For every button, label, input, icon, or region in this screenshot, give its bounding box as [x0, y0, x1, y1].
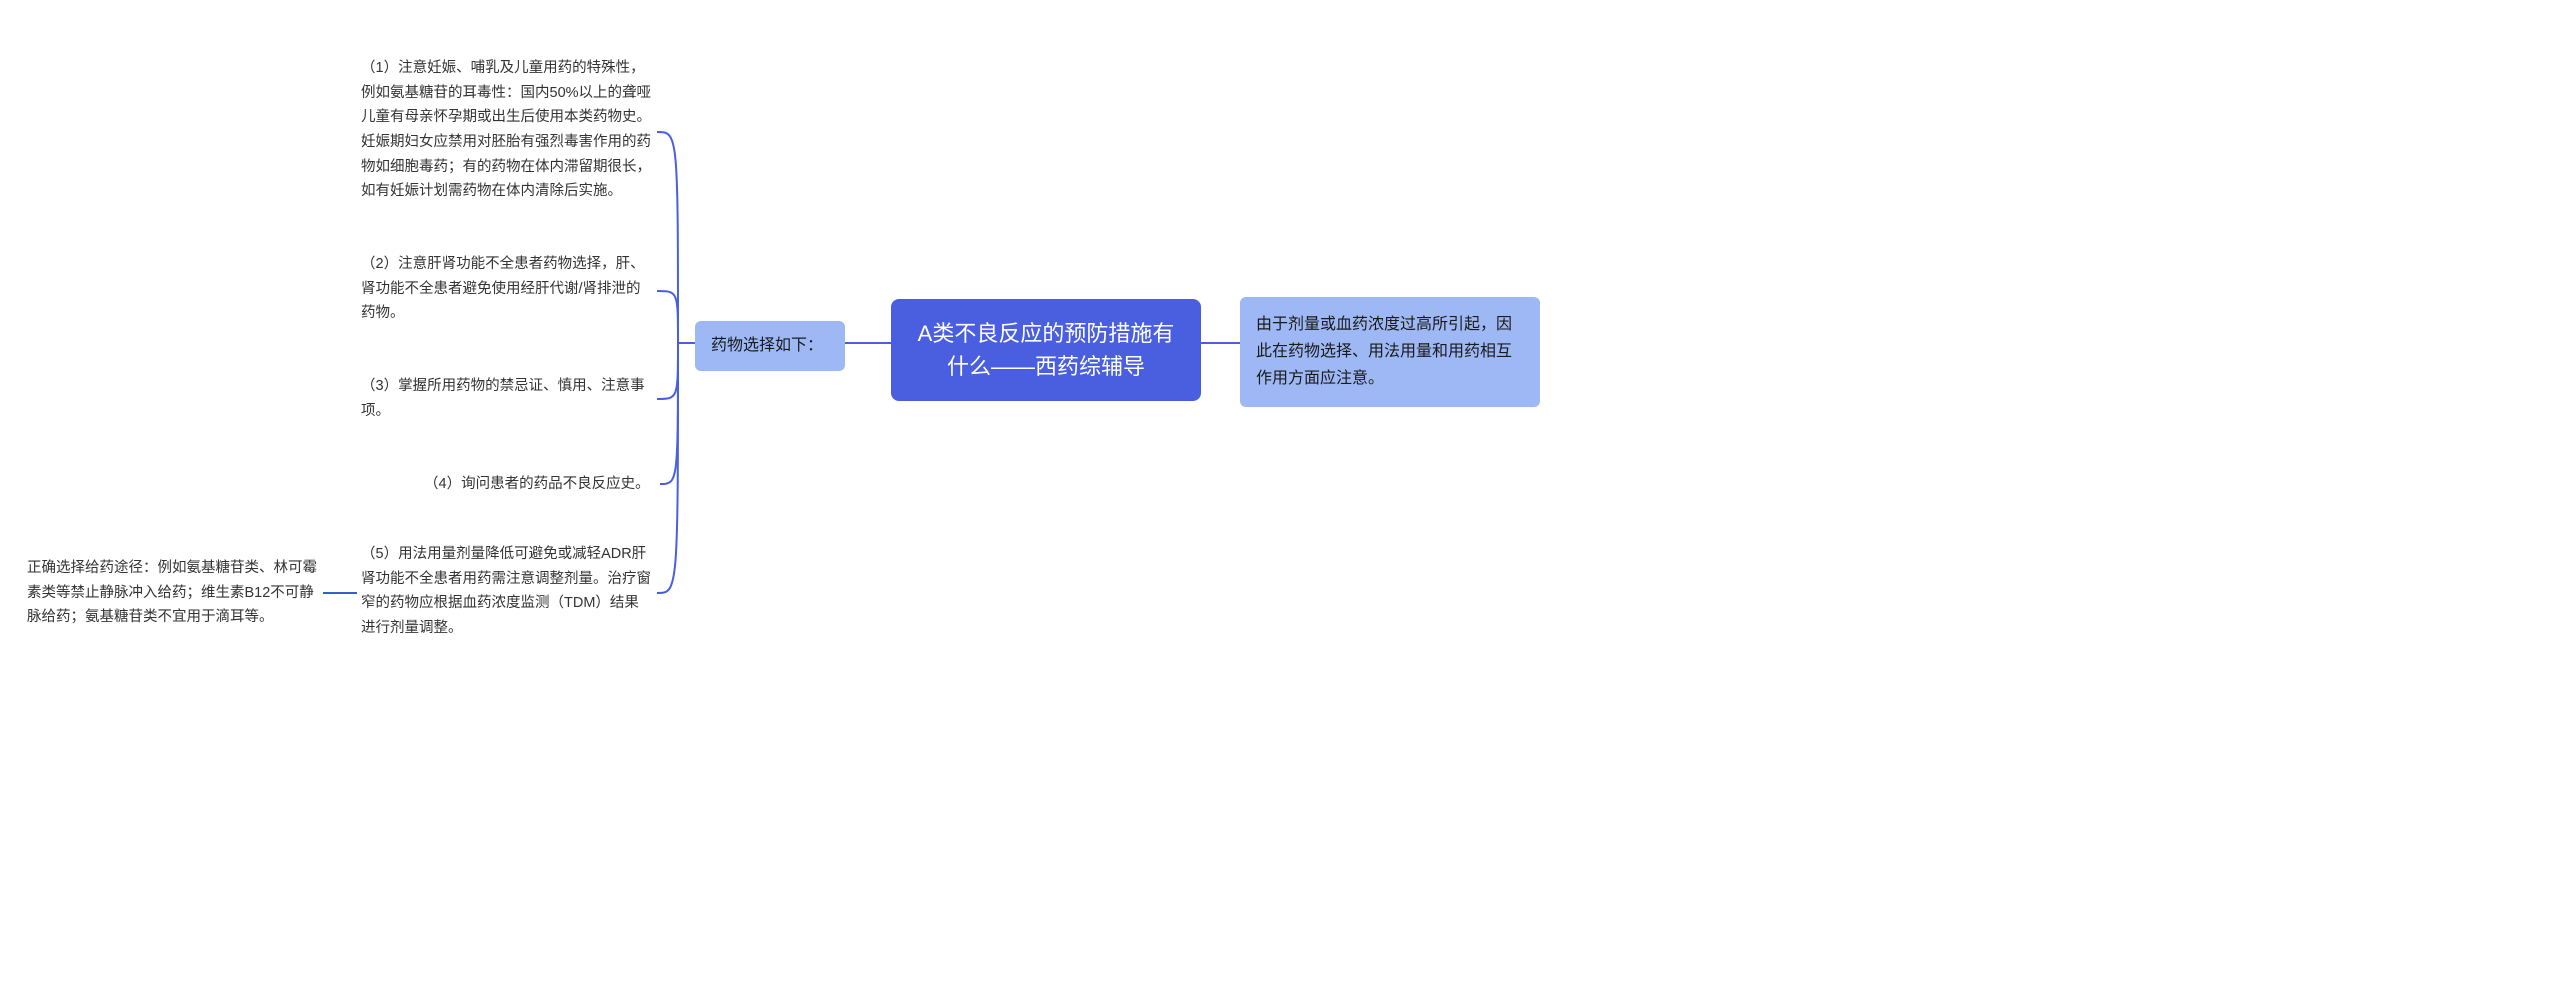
root-text: A类不良反应的预防措施有什么——西药综辅导	[918, 321, 1175, 379]
leaf-text-5-1: 正确选择给药途径：例如氨基糖苷类、林可霉素类等禁止静脉冲入给药；维生素B12不可…	[27, 560, 317, 625]
left-branch-node[interactable]: 药物选择如下：	[695, 321, 845, 371]
left-branch-text: 药物选择如下：	[711, 337, 823, 354]
root-node[interactable]: A类不良反应的预防措施有什么——西药综辅导	[891, 299, 1201, 401]
leaf-node-5-1[interactable]: 正确选择给药途径：例如氨基糖苷类、林可霉素类等禁止静脉冲入给药；维生素B12不可…	[23, 554, 323, 632]
leaf-text-4: （4）询问患者的药品不良反应史。	[424, 476, 650, 492]
leaf-node-5[interactable]: （5）用法用量剂量降低可避免或减轻ADR肝肾功能不全患者用药需注意调整剂量。治疗…	[357, 540, 657, 643]
leaf-text-2: （2）注意肝肾功能不全患者药物选择，肝、肾功能不全患者避免使用经肝代谢/肾排泄的…	[361, 256, 645, 321]
leaf-text-5: （5）用法用量剂量降低可避免或减轻ADR肝肾功能不全患者用药需注意调整剂量。治疗…	[361, 546, 651, 636]
leaf-node-3[interactable]: （3）掌握所用药物的禁忌证、慎用、注意事项。	[357, 372, 657, 425]
leaf-node-1[interactable]: （1）注意妊娠、哺乳及儿童用药的特殊性，例如氨基糖苷的耳毒性：国内50%以上的聋…	[357, 54, 657, 206]
right-branch-node[interactable]: 由于剂量或血药浓度过高所引起，因此在药物选择、用法用量和用药相互作用方面应注意。	[1240, 297, 1540, 407]
leaf-text-1: （1）注意妊娠、哺乳及儿童用药的特殊性，例如氨基糖苷的耳毒性：国内50%以上的聋…	[361, 60, 651, 199]
leaf-text-3: （3）掌握所用药物的禁忌证、慎用、注意事项。	[361, 378, 645, 419]
leaf-node-2[interactable]: （2）注意肝肾功能不全患者药物选择，肝、肾功能不全患者避免使用经肝代谢/肾排泄的…	[357, 250, 657, 328]
leaf-node-4[interactable]: （4）询问患者的药品不良反应史。	[420, 470, 660, 499]
right-branch-text: 由于剂量或血药浓度过高所引起，因此在药物选择、用法用量和用药相互作用方面应注意。	[1256, 316, 1512, 387]
